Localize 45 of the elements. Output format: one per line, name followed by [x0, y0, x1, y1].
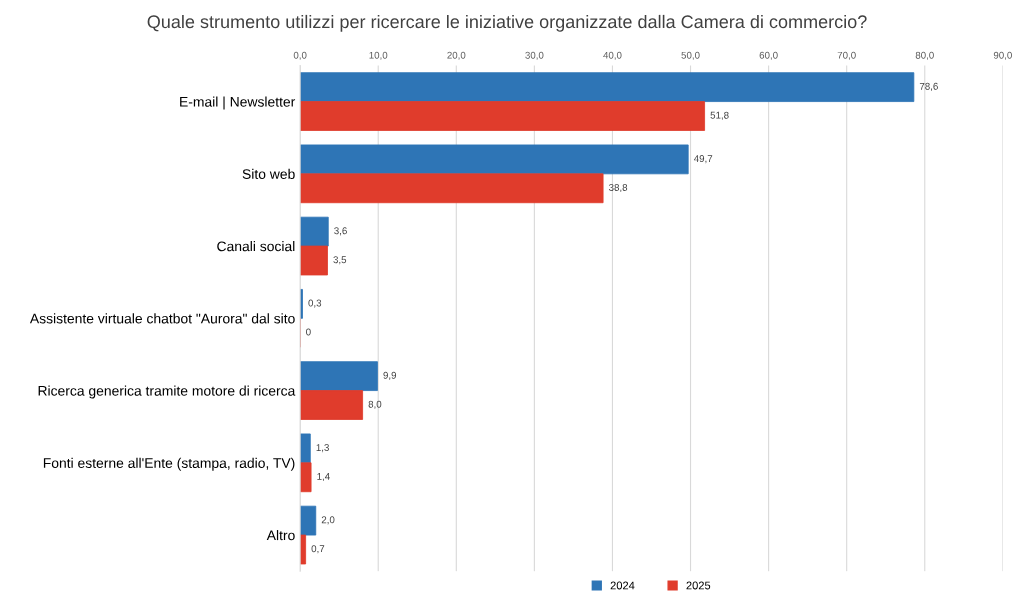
y-tick-label: Assistente virtuale chatbot "Aurora" dal sito	[29, 313, 295, 324]
x-tick-label: 90,0	[993, 51, 1012, 60]
bar	[300, 433, 311, 464]
data-label: 8,0	[368, 400, 382, 409]
bar	[300, 245, 328, 276]
y-tick-label: Ricerca generica tramite motore di ricerca	[38, 385, 296, 399]
y-tick-label: Fonti esterne all'Ente (stampa, radio, TV)	[43, 457, 295, 471]
bar	[300, 72, 915, 102]
data-label: 3,6	[334, 227, 347, 236]
data-label: 1,4	[317, 473, 330, 482]
bar	[300, 505, 317, 536]
x-tick-label: 40,0	[603, 51, 622, 60]
bar	[300, 216, 329, 247]
chart-title: Quale strumento utilizzi per ricercare le iniziative organizzate dalla Camera di commercio?	[147, 14, 867, 32]
data-label: 9,9	[383, 371, 397, 380]
data-label: 3,5	[333, 256, 347, 265]
data-label: 1,3	[316, 444, 329, 453]
x-tick-label: 50,0	[681, 51, 700, 60]
bar	[300, 144, 689, 175]
y-tick-label: Altro	[266, 530, 295, 541]
bar	[300, 101, 706, 131]
bar	[300, 173, 604, 204]
x-tick-label: 10,0	[369, 51, 388, 60]
data-label: 78,6	[919, 82, 938, 91]
y-tick-label: E-mail | Newsletter	[180, 96, 296, 110]
data-label: 0,7	[311, 545, 325, 554]
bar	[300, 462, 312, 493]
y-tick-label: Canali social	[217, 241, 295, 252]
x-tick-label: 0,0	[293, 51, 307, 60]
data-label: 49,7	[693, 155, 713, 164]
x-tick-label: 70,0	[837, 51, 856, 60]
data-label: 0,3	[308, 299, 322, 308]
data-label: 2,0	[321, 516, 335, 525]
x-tick-label: 60,0	[759, 51, 778, 60]
x-tick-label: 20,0	[447, 51, 466, 60]
bar	[300, 361, 378, 391]
y-tick-label: Sito web	[242, 168, 295, 179]
bar	[300, 390, 364, 420]
x-tick-label: 80,0	[915, 51, 934, 60]
x-tick-label: 30,0	[525, 51, 544, 60]
data-label: 51,8	[710, 111, 729, 120]
legend-label: 2025	[686, 581, 711, 590]
data-label: 0	[306, 328, 311, 336]
legend-label: 2024	[610, 581, 635, 590]
data-label: 38,8	[609, 184, 628, 193]
